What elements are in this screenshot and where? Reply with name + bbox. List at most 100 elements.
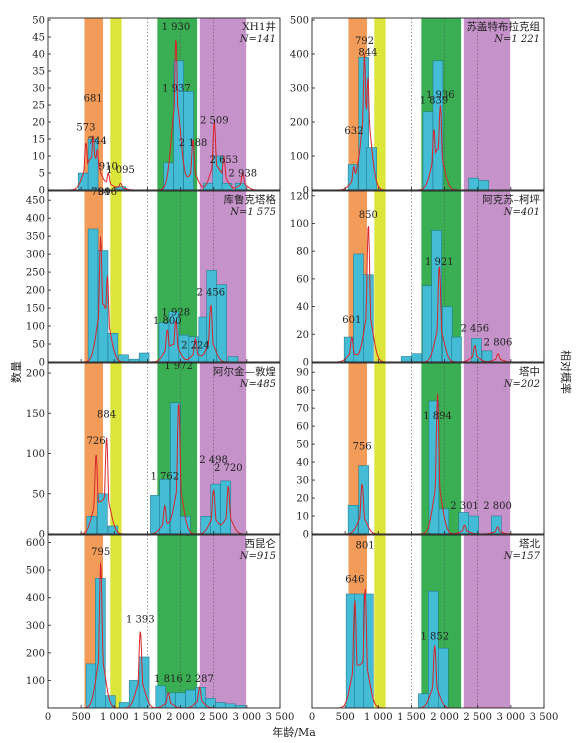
y-tick-label: 500 [290,16,309,27]
peak-age-label: 2 653 [210,155,239,166]
histogram-bar [418,693,429,708]
peak-age-label: 844 [358,48,377,59]
panel-frame [311,190,545,363]
peak-age-label: 2 301 [450,501,479,512]
y-tick-label: 45 [32,33,45,44]
y-tick-label: 150 [26,409,45,420]
peak-age-label: 1 928 [161,307,190,318]
histogram-bar [225,703,236,708]
histogram-bar [468,515,479,534]
y-tick-label: 70 [296,404,309,415]
peak-age-label: 794 [91,187,110,198]
panel-plot-area [312,363,544,534]
panel-p4: 0 20 40 60 80 100 120 601 850 1 921 2 456 2 806 阿克苏–… [290,190,545,369]
peak-age-label: 1 936 [426,90,455,101]
peak-age-label: 792 [355,36,374,47]
y-tick-label: 50 [32,340,45,351]
x-tick-label: 3 000 [233,712,262,723]
panel-p7: 100 200 300 400 500 600 0 500 1 000 1 500 2 000 2 5… [26,534,295,723]
histogram-bar [86,516,97,534]
probability-curve [48,39,280,190]
y-tick-label: 15 [32,135,45,146]
peak-age-label: 896 [98,187,117,198]
y-tick-label: 200 [26,648,45,659]
panel-sample-count: N=202 [503,379,540,390]
histogram-bar [366,147,377,190]
panel-sample-count: N=1 221 [493,34,540,45]
y-tick-label: 450 [26,196,45,207]
peak-age-label: 2 806 [484,337,513,348]
probability-curve [312,393,544,534]
histogram-bar [97,250,109,362]
y-tick-label: 50 [32,489,45,500]
y-axis-label-right: 相对概率 [559,350,573,394]
peak-age-label: 1 800 [153,316,182,327]
histogram-bar [347,164,359,190]
panel-frame [47,534,281,709]
histogram-bar [438,647,449,708]
y-tick-label: 80 [296,386,309,397]
y-tick-label: 20 [32,118,45,129]
x-tick-label: 1 500 [397,712,426,723]
peak-age-label: 1 852 [420,632,449,643]
panel-name: 阿尔金—敦煌 [213,365,276,378]
panel-plot-area [48,363,280,534]
peak-age-label: 756 [353,442,372,453]
peak-age-label: 1 894 [423,411,452,422]
y-tick-label: 50 [296,440,309,451]
peak-age-label: 632 [344,126,363,137]
histogram-bar [215,702,226,708]
y-tick-label: 400 [26,214,45,225]
panel-plot-area [312,535,544,708]
y-tick-label: 120 [290,191,309,202]
peak-age-label: 1 095 [106,165,135,176]
panel-name: 库鲁克塔格 [224,193,277,206]
y-tick-label: 0 [39,530,45,541]
age-band-3 [463,363,511,534]
y-tick-label: 80 [296,247,309,258]
peak-age-label: 2 188 [179,138,208,149]
y-tick-label: 100 [26,449,45,460]
panel-name: 苏盖特布拉克组 [467,20,541,33]
y-tick-label: 500 [26,566,45,577]
panel-plot-area [48,18,280,190]
probability-curve [312,588,544,708]
y-tick-label: 20 [296,330,309,341]
peak-age-label: 795 [91,547,110,558]
peak-age-label: 1 816 [154,674,183,685]
y-tick-label: 300 [26,621,45,632]
y-tick-label: 300 [290,84,309,95]
panel-frame [47,362,281,535]
histogram-bar [158,322,170,362]
histogram-bar [107,525,119,534]
panel-p6: 0 10 20 30 40 50 60 70 80 90 756 1 894 2 301 2 800 塔中N… [296,362,545,541]
x-tick-label: 3 500 [266,712,295,723]
peak-age-label: 2 498 [199,455,228,466]
x-tick-label: 3 500 [530,712,559,723]
peak-age-label: 801 [356,540,375,551]
histogram-bar [185,689,196,708]
x-tick-label: 2 500 [199,712,228,723]
panel-p8: 0 500 1 000 1 500 2 000 2 500 3 000 3 500 646 801… [309,534,559,723]
age-band-2 [157,535,198,708]
peak-age-label: 573 [76,123,95,134]
panel-frame [47,17,281,191]
histogram-bar [87,228,99,362]
peak-age-label: 1 972 [164,361,193,372]
x-tick-label: 2 000 [430,712,459,723]
x-tick-label: 1 000 [100,712,129,723]
histogram-bar [150,495,161,534]
y-tick-label: 100 [26,676,45,687]
panel-sample-count: N=141 [239,34,276,45]
histogram-bar [353,253,364,362]
peak-age-label: 850 [359,210,378,221]
y-tick-label: 150 [26,304,45,315]
histogram-bar [358,57,369,190]
histogram-bar [468,177,479,190]
y-tick-label: 600 [26,538,45,549]
histogram-bar [491,515,502,534]
peak-age-label: 1 937 [162,83,191,94]
